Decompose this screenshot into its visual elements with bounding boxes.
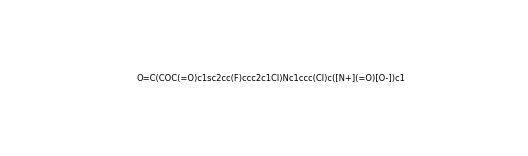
Text: O=C(COC(=O)c1sc2cc(F)ccc2c1Cl)Nc1ccc(Cl)c([N+](=O)[O-])c1: O=C(COC(=O)c1sc2cc(F)ccc2c1Cl)Nc1ccc(Cl)… (136, 74, 405, 83)
